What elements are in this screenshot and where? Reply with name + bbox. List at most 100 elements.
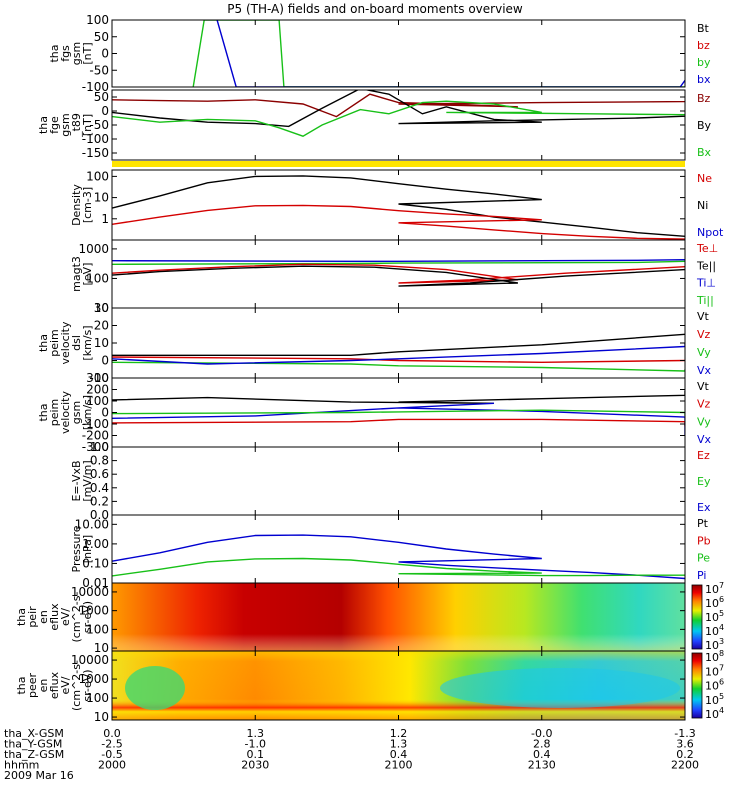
legend-entry: Npot [697,226,724,239]
y-tick-label: 0.0 [90,508,109,522]
legend-entry: Ez [697,449,710,462]
y-axis-label: magt3[eV] [70,256,94,292]
footer-value: 0.1 [247,748,265,761]
y-tick-label: 0 [101,354,109,368]
series-line-Pi [112,534,685,580]
footer-row-label: hhmm [4,759,39,772]
panels: 100500-50-100thafgsgsm[nT]Btbzbybx500-50… [15,13,724,724]
y-axis-label-line: gsm [59,113,72,136]
y-tick-label: 10 [94,191,109,205]
series-line-Vy [112,361,685,372]
y-tick-label: -10 [89,371,109,385]
y-tick-label: 1.0 [90,440,109,454]
legend-entry: Ti⊥ [696,277,716,290]
y-tick-label: 0 [101,104,109,118]
y-tick-label: -300 [82,440,109,454]
y-tick-label: 10000 [71,653,109,667]
series-group [112,534,685,580]
legend-entry: bx [697,73,711,86]
series-line-by [192,20,685,87]
y-axis-label-line: en [37,679,50,693]
series-line-Vt [112,331,685,356]
y-tick-label: 0.6 [90,467,109,481]
y-axis-label-line: eflux [48,671,61,699]
y-axis-label-line: eflux [48,603,61,631]
y-tick-label: -200 [82,429,109,443]
y-axis-label-line: [km/s] [81,325,94,360]
y-axis-label: E=-VxB[mV/m] [70,460,94,501]
colorbar-gradient [691,584,703,650]
panel-frame [111,446,686,516]
y-axis-label-line: [nPa] [81,535,94,563]
y-axis-label-line: eV/ [59,676,72,694]
legend-entry: Ti|| [696,294,714,307]
y-tick-label: 50 [94,90,109,104]
y-tick-label: -100 [82,132,109,146]
footer-value: 1.2 [390,727,408,740]
footer-value: 0.2 [676,748,694,761]
footer-value: 0.0 [103,727,121,740]
panel-frame [111,307,686,379]
y-tick-label: -50 [89,118,109,132]
y-tick-label: 10 [94,710,109,724]
y-tick-label: 300 [86,371,109,385]
y-tick-label: 0.8 [90,454,109,468]
y-axis-label-line: velocity [59,321,72,364]
state-bar [112,161,685,167]
panel-density: 100 10 1 Density[cm-3] Ne Ni Npot [70,169,724,241]
colorbar-tick-label: 108 [705,649,724,664]
legend-entry: Vy [697,346,711,359]
footer-value: 2130 [528,759,556,772]
y-axis-label-line: fge [48,116,61,134]
series-line-By [112,90,685,128]
footer-value: 0.4 [533,748,551,761]
y-tick-label: 30 [94,301,109,315]
legend-entry: Ne [697,172,712,185]
legend-entry: Pi [697,569,706,582]
y-axis-label: Density[cm-3] [70,184,94,226]
y-axis-label-line: fgs [59,45,72,62]
footer-value: 1.3 [390,738,408,751]
y-tick-label: 100 [86,169,109,183]
y-tick-label: 100 [86,691,109,705]
y-axis-label-line: tha [48,44,61,62]
series-line-Vy [112,409,685,416]
legend-entry: Vz [697,398,711,411]
y-axis-label-line: [nT] [81,42,94,64]
y-tick-label: 1000 [78,604,109,618]
spectrogram-blob [125,666,185,710]
y-axis-label-line: peim [48,329,61,357]
y-axis-label-line: tha [15,608,28,626]
y-tick-label: 50 [94,30,109,44]
footer-value: 2100 [385,759,413,772]
y-tick-label: 0.10 [82,556,109,570]
footer-date: 2009 Mar 16 [4,769,74,782]
y-axis-label-line: velocity [59,391,72,434]
y-tick-label: 1000 [78,672,109,686]
legend-entry: by [697,56,711,69]
panel-ion-spectrogram: 10710610510410310000100010010thapeirenef… [15,581,724,655]
y-axis-label-line: dsl [70,335,83,351]
series-group [192,20,685,87]
y-tick-label: 0.2 [90,494,109,508]
y-tick-label: 10 [94,336,109,350]
series-line-Ti⊥ [112,259,685,262]
y-tick-label: 10000 [71,585,109,599]
y-axis-label-line: [cm-3] [81,187,94,223]
legend-entry: Te|| [696,259,716,272]
series-line-Vx [112,402,685,436]
footer-value: -0.0 [531,727,552,740]
colorbar-tick-label: 104 [705,623,724,638]
footer-row-label: tha_X-GSM [4,727,64,740]
chart-title: P5 (TH-A) fields and on-board moments ov… [227,2,523,16]
footer-value: -1.0 [245,738,266,751]
